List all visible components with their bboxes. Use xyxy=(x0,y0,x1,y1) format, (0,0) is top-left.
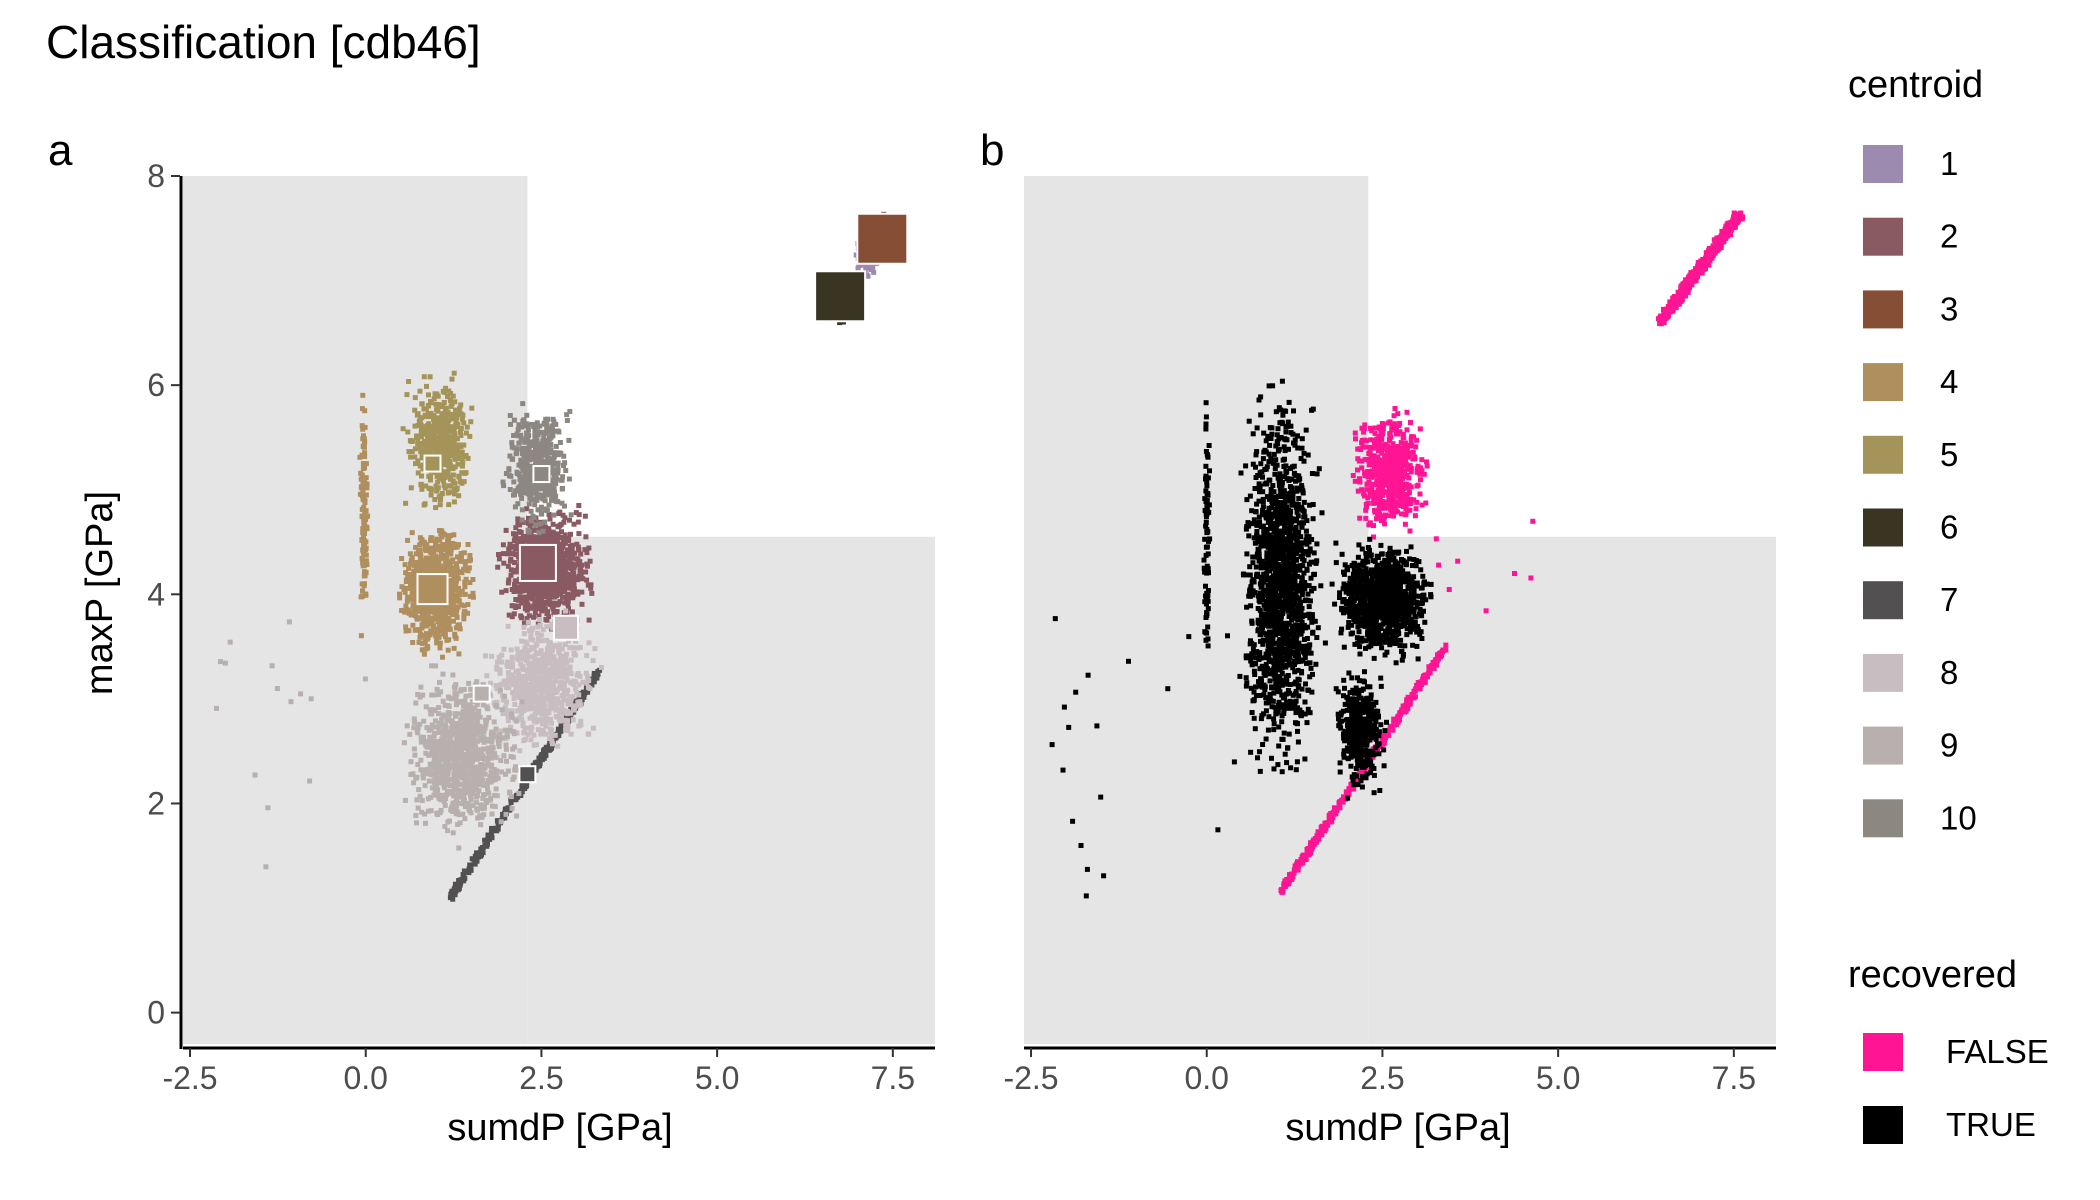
centroid-legend-item-6: 6 xyxy=(1863,508,1958,547)
centroid-marker-10 xyxy=(532,465,551,484)
cluster-a-9 xyxy=(401,663,525,851)
centroid-marker-4 xyxy=(416,573,449,606)
cluster-b-1-1 xyxy=(1329,536,1434,666)
panel-b-tag: b xyxy=(980,126,1004,175)
cluster-a-10 xyxy=(214,619,368,870)
y-tick-label: 6 xyxy=(147,367,165,403)
x-tick-label: 7.5 xyxy=(871,1060,915,1096)
centroid-marker-8 xyxy=(553,614,580,641)
legend-swatch xyxy=(1863,1106,1903,1144)
legend-label: 10 xyxy=(1940,799,1977,836)
cluster-b-0-0 xyxy=(1655,210,1745,327)
legend-label: 5 xyxy=(1940,436,1958,473)
centroid-legend-item-2: 2 xyxy=(1863,217,1958,256)
y-axis-label: maxP [GPa] xyxy=(79,491,121,695)
x-tick-label: 5.0 xyxy=(1536,1060,1580,1096)
centroid-markers xyxy=(416,212,909,784)
panel-b-points xyxy=(1049,210,1745,899)
legend-label: 1 xyxy=(1940,145,1958,182)
centroid-marker-2 xyxy=(518,543,557,582)
x-tick-label: 0.0 xyxy=(343,1060,387,1096)
legend-label: TRUE xyxy=(1946,1106,2036,1143)
centroid-legend-item-5: 5 xyxy=(1863,435,1958,474)
chart-title: Classification [cdb46] xyxy=(46,16,481,68)
panel-b-plot: -2.5 0.0 2.5 5.0 7.5 xyxy=(1003,176,1776,1096)
panel-a-plot: -2.5 0.0 2.5 5.0 7.5 0 2 4 6 8 xyxy=(147,158,935,1096)
y-tick-label: 4 xyxy=(147,576,165,612)
legend-swatch xyxy=(1863,581,1903,620)
legend-swatch xyxy=(1863,217,1903,256)
centroid-legend-item-10: 10 xyxy=(1863,799,1977,838)
cluster-b-1-0 xyxy=(1237,378,1328,775)
x-tick-label: 2.5 xyxy=(519,1060,563,1096)
x-tick-label: 2.5 xyxy=(1360,1060,1404,1096)
panel-a-axes xyxy=(179,176,935,1050)
cluster-b-1-4 xyxy=(1049,616,1237,899)
y-tick-label: 2 xyxy=(147,785,165,821)
centroid-legend-item-9: 9 xyxy=(1863,726,1958,765)
legend-label: 2 xyxy=(1940,218,1958,255)
centroid-legend-item-1: 1 xyxy=(1863,145,1958,183)
panel-a-tag: a xyxy=(48,126,73,175)
y-tick-label: 0 xyxy=(147,995,165,1031)
centroid-marker-6 xyxy=(814,270,867,323)
recovered-legend-item-FALSE: FALSE xyxy=(1863,1033,2049,1071)
recovered-legend: recovered FALSE TRUE xyxy=(1848,954,2049,1144)
centroid-legend-item-4: 4 xyxy=(1863,363,1958,402)
centroid-legend-item-8: 8 xyxy=(1863,653,1958,692)
legend-swatch xyxy=(1863,1033,1903,1071)
legend-label: 7 xyxy=(1940,581,1958,618)
cluster-a-4 xyxy=(357,392,371,639)
recovered-legend-item-TRUE: TRUE xyxy=(1863,1106,2036,1144)
x-tick-label: -2.5 xyxy=(1003,1060,1058,1096)
legend-swatch xyxy=(1863,290,1903,329)
centroid-marker-7 xyxy=(518,765,537,784)
x-axis-label-a: sumdP [GPa] xyxy=(447,1107,672,1149)
legend-label: 3 xyxy=(1940,290,1958,327)
centroid-marker-9 xyxy=(472,684,491,703)
legend-label: 4 xyxy=(1940,363,1958,400)
panel-b-background xyxy=(1024,176,1776,1044)
cluster-b-0-2 xyxy=(1350,406,1430,540)
legend-label: FALSE xyxy=(1946,1033,2049,1070)
legend-label: 9 xyxy=(1940,727,1958,764)
x-tick-label: -2.5 xyxy=(162,1060,217,1096)
y-tick-label: 8 xyxy=(147,158,165,194)
legend-swatch xyxy=(1863,508,1903,547)
legend-swatch xyxy=(1863,653,1903,692)
cluster-b-0-3 xyxy=(1433,518,1536,614)
legend-label: 8 xyxy=(1940,654,1958,691)
legend-swatch xyxy=(1863,435,1903,474)
centroid-marker-3 xyxy=(856,212,909,265)
centroid-legend-title: centroid xyxy=(1848,64,1983,106)
x-tick-label: 5.0 xyxy=(695,1060,739,1096)
legend-label: 6 xyxy=(1940,509,1958,546)
x-tick-label: 7.5 xyxy=(1712,1060,1756,1096)
x-axis-label-b: sumdP [GPa] xyxy=(1285,1107,1510,1149)
centroid-legend-item-3: 3 xyxy=(1863,290,1958,329)
centroid-marker-5 xyxy=(423,454,442,473)
panel-a-background xyxy=(183,176,935,1044)
x-tick-label: 0.0 xyxy=(1184,1060,1228,1096)
recovered-legend-title: recovered xyxy=(1848,954,2017,996)
centroid-legend: centroid 1 2 3 4 5 6 7 8 9 10 xyxy=(1848,64,1983,838)
centroid-legend-item-7: 7 xyxy=(1863,581,1958,620)
legend-swatch xyxy=(1863,799,1903,838)
legend-swatch xyxy=(1863,726,1903,765)
legend-swatch xyxy=(1863,145,1903,183)
legend-swatch xyxy=(1863,363,1903,402)
cluster-b-1-3 xyxy=(1201,400,1213,649)
cluster-b-1-2 xyxy=(1333,669,1389,801)
